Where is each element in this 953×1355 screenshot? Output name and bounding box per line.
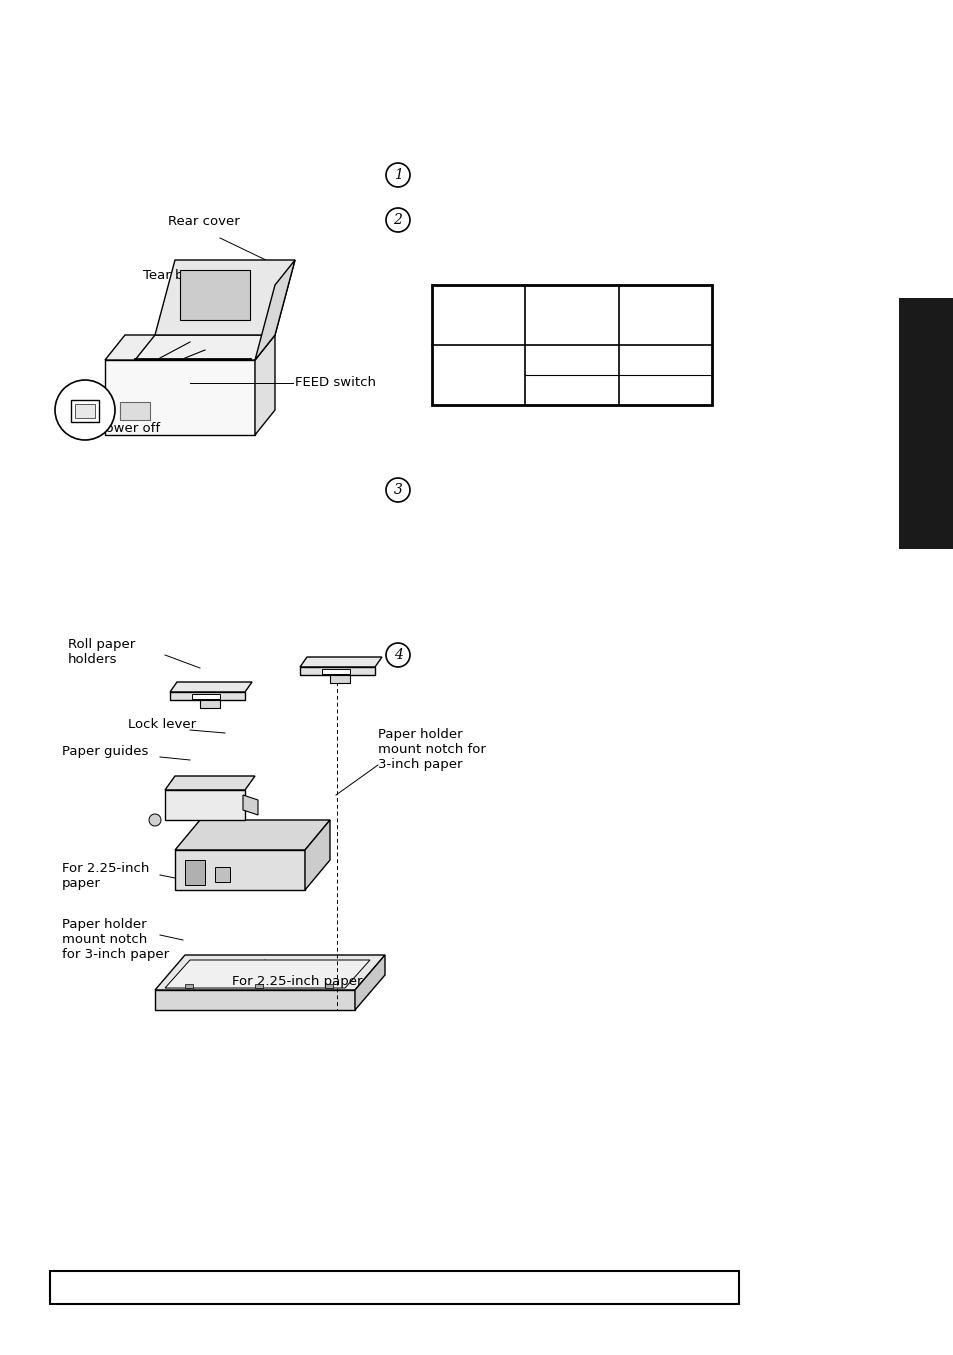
Polygon shape [154,955,385,991]
Polygon shape [174,820,330,850]
Polygon shape [154,260,294,335]
Bar [71,400,99,421]
Text: 1: 1 [394,168,402,182]
Text: For 2.25-inch
paper: For 2.25-inch paper [62,862,150,890]
Polygon shape [165,776,254,790]
Polygon shape [330,675,350,683]
Polygon shape [135,335,274,360]
Bar [75,404,95,417]
Bar [898,298,953,549]
Polygon shape [170,682,252,692]
Polygon shape [200,701,220,709]
Polygon shape [299,667,375,675]
Bar [325,984,333,988]
Text: Paper holder
mount notch
for 3-inch paper: Paper holder mount notch for 3-inch pape… [62,917,169,961]
Text: 2: 2 [394,213,402,228]
Bar [185,984,193,988]
Polygon shape [305,820,330,890]
Bar [192,694,220,699]
Bar [254,984,263,988]
Bar [432,285,711,405]
Circle shape [386,644,410,667]
Text: Power off: Power off [98,421,160,435]
Circle shape [386,209,410,232]
Polygon shape [355,955,385,1009]
Text: Tear bar: Tear bar [143,270,197,282]
Text: Lock lever: Lock lever [128,718,196,730]
Polygon shape [105,335,274,360]
Bar [50,1271,739,1304]
Text: Paper holder
mount notch for
3-inch paper: Paper holder mount notch for 3-inch pape… [377,728,485,771]
Text: For 2.25-inch paper: For 2.25-inch paper [232,976,362,988]
Text: Roll paper
holders: Roll paper holders [68,638,135,667]
Text: 4: 4 [394,648,402,663]
Bar [180,270,250,320]
Text: Paper guides: Paper guides [62,745,149,757]
Bar [120,402,150,420]
Bar [185,860,205,885]
Polygon shape [165,959,370,988]
Polygon shape [165,790,245,820]
Polygon shape [254,335,274,435]
Bar [322,669,350,673]
Polygon shape [170,692,245,701]
Circle shape [149,814,161,827]
Circle shape [55,379,115,440]
Bar [214,867,230,882]
Text: Rear cover: Rear cover [168,215,239,228]
Circle shape [386,478,410,501]
Text: FEED switch: FEED switch [294,377,375,389]
Polygon shape [254,260,294,360]
Text: 3: 3 [394,482,402,497]
Polygon shape [105,360,254,435]
Circle shape [386,163,410,187]
Polygon shape [243,795,257,814]
Polygon shape [174,850,305,890]
Polygon shape [299,657,381,667]
Polygon shape [154,991,355,1009]
